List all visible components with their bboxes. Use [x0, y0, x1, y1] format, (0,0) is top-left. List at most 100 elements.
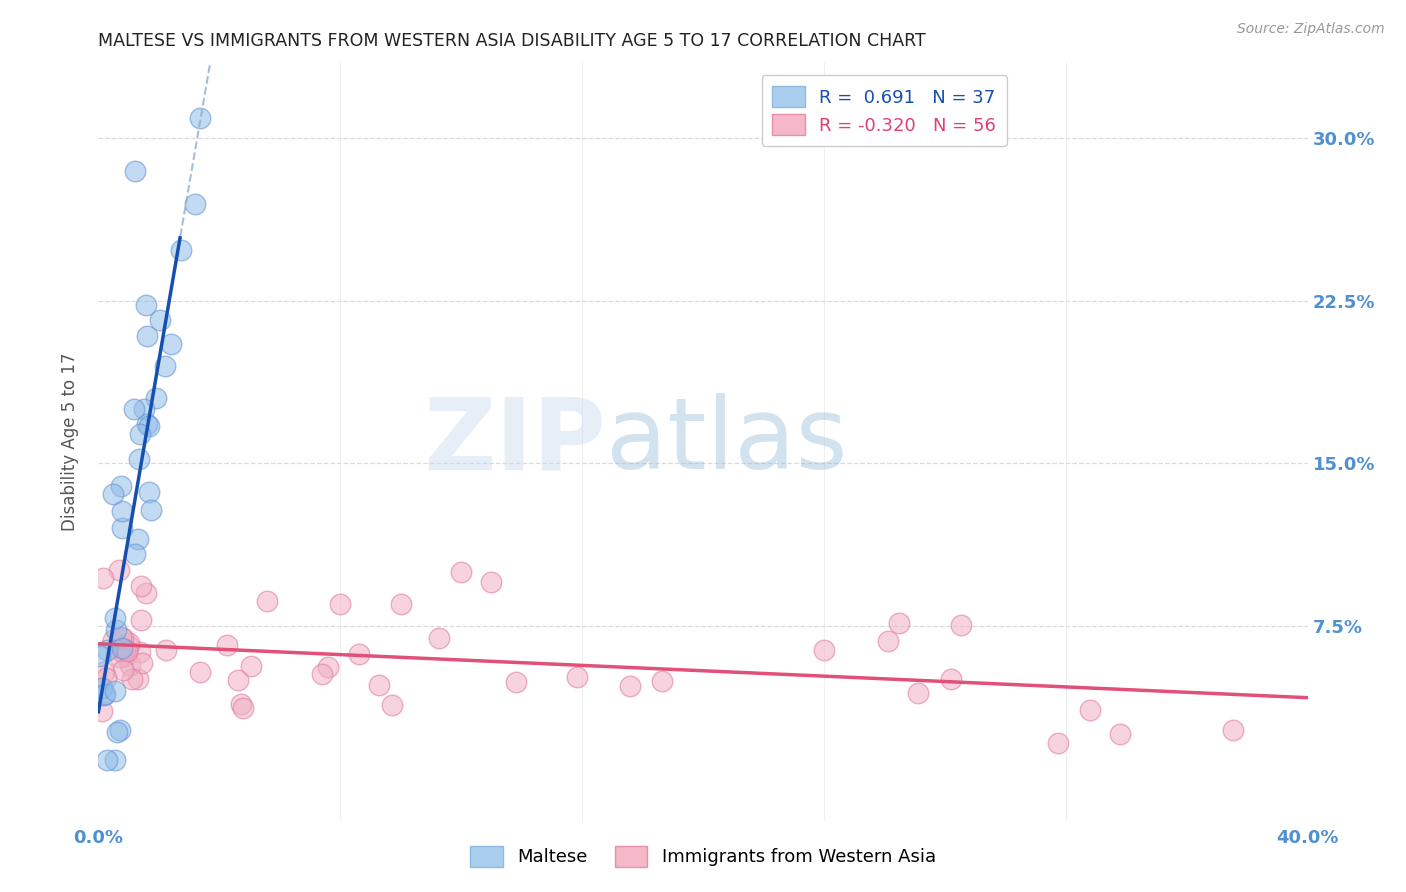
Point	[127, 672, 149, 686]
Point	[141, 503, 163, 517]
Point	[153, 359, 176, 373]
Point	[389, 597, 412, 611]
Point	[104, 753, 127, 767]
Point	[121, 672, 143, 686]
Legend: Maltese, Immigrants from Western Asia: Maltese, Immigrants from Western Asia	[463, 838, 943, 874]
Point	[1222, 723, 1244, 737]
Point	[112, 632, 135, 646]
Point	[91, 704, 114, 718]
Point	[1046, 736, 1069, 750]
Point	[619, 679, 641, 693]
Point	[114, 641, 136, 656]
Text: Source: ZipAtlas.com: Source: ZipAtlas.com	[1237, 22, 1385, 37]
Point	[170, 243, 193, 257]
Point	[115, 649, 138, 664]
Point	[941, 672, 963, 686]
Point	[105, 623, 128, 637]
Point	[651, 674, 673, 689]
Point	[567, 670, 589, 684]
Point	[96, 643, 118, 657]
Point	[104, 684, 127, 698]
Point	[145, 391, 167, 405]
Point	[124, 547, 146, 561]
Point	[118, 639, 141, 653]
Point	[91, 681, 114, 695]
Point	[135, 586, 157, 600]
Point	[108, 723, 131, 737]
Text: atlas: atlas	[606, 393, 848, 490]
Point	[128, 427, 150, 442]
Point	[111, 521, 134, 535]
Point	[111, 640, 134, 655]
Point	[329, 597, 352, 611]
Point	[240, 659, 263, 673]
Point	[129, 613, 152, 627]
Point	[311, 666, 333, 681]
Point	[149, 313, 172, 327]
Point	[111, 645, 134, 659]
Point	[138, 484, 160, 499]
Point	[94, 671, 117, 685]
Point	[96, 753, 118, 767]
Point	[128, 452, 150, 467]
Point	[101, 633, 124, 648]
Point	[368, 678, 391, 692]
Point	[505, 675, 527, 690]
Point	[813, 642, 835, 657]
Point	[135, 298, 157, 312]
Point	[135, 417, 157, 432]
Point	[226, 673, 249, 688]
Point	[132, 402, 155, 417]
Point	[256, 594, 278, 608]
Point	[103, 487, 125, 501]
Point	[108, 650, 131, 665]
Point	[108, 563, 131, 577]
Point	[110, 478, 132, 492]
Point	[184, 197, 207, 211]
Point	[117, 644, 139, 658]
Text: ZIP: ZIP	[423, 393, 606, 490]
Point	[347, 647, 370, 661]
Point	[188, 665, 211, 680]
Point	[160, 337, 183, 351]
Point	[104, 611, 127, 625]
Point	[231, 697, 253, 711]
Point	[1109, 727, 1132, 741]
Point	[93, 688, 115, 702]
Point	[450, 565, 472, 579]
Point	[1078, 703, 1101, 717]
Legend: R =  0.691   N = 37, R = -0.320   N = 56: R = 0.691 N = 37, R = -0.320 N = 56	[762, 75, 1007, 146]
Point	[381, 698, 404, 712]
Point	[316, 659, 339, 673]
Point	[93, 665, 115, 679]
Point	[110, 631, 132, 645]
Point	[105, 724, 128, 739]
Point	[876, 633, 898, 648]
Point	[124, 163, 146, 178]
Point	[138, 419, 160, 434]
Point	[481, 575, 503, 590]
Point	[93, 687, 115, 701]
Point	[131, 656, 153, 670]
Point	[232, 701, 254, 715]
Point	[215, 638, 238, 652]
Text: MALTESE VS IMMIGRANTS FROM WESTERN ASIA DISABILITY AGE 5 TO 17 CORRELATION CHART: MALTESE VS IMMIGRANTS FROM WESTERN ASIA …	[98, 32, 927, 50]
Point	[949, 617, 972, 632]
Point	[112, 663, 135, 677]
Y-axis label: Disability Age 5 to 17: Disability Age 5 to 17	[60, 352, 79, 531]
Point	[887, 615, 910, 630]
Point	[907, 686, 929, 700]
Point	[89, 648, 111, 663]
Point	[118, 636, 141, 650]
Point	[111, 503, 134, 517]
Point	[155, 643, 177, 657]
Point	[124, 401, 146, 416]
Point	[120, 658, 142, 673]
Point	[129, 579, 152, 593]
Point	[91, 571, 114, 585]
Point	[128, 644, 150, 658]
Point	[188, 111, 211, 125]
Point	[427, 631, 450, 645]
Point	[136, 329, 159, 343]
Point	[127, 532, 149, 546]
